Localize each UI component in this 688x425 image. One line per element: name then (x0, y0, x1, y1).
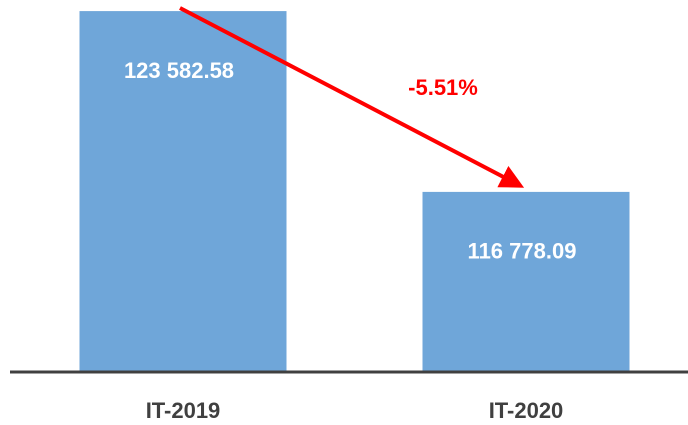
x-tick-label: IT-2019 (146, 398, 221, 423)
annotation: -5.51% (408, 75, 478, 100)
bar (79, 11, 287, 373)
x-tick-label: IT-2020 (489, 398, 564, 423)
arrow (179, 6, 525, 188)
value-label: 123 582.58 (124, 58, 234, 83)
value-label: 116 778.09 (468, 239, 577, 264)
bar (422, 191, 630, 372)
